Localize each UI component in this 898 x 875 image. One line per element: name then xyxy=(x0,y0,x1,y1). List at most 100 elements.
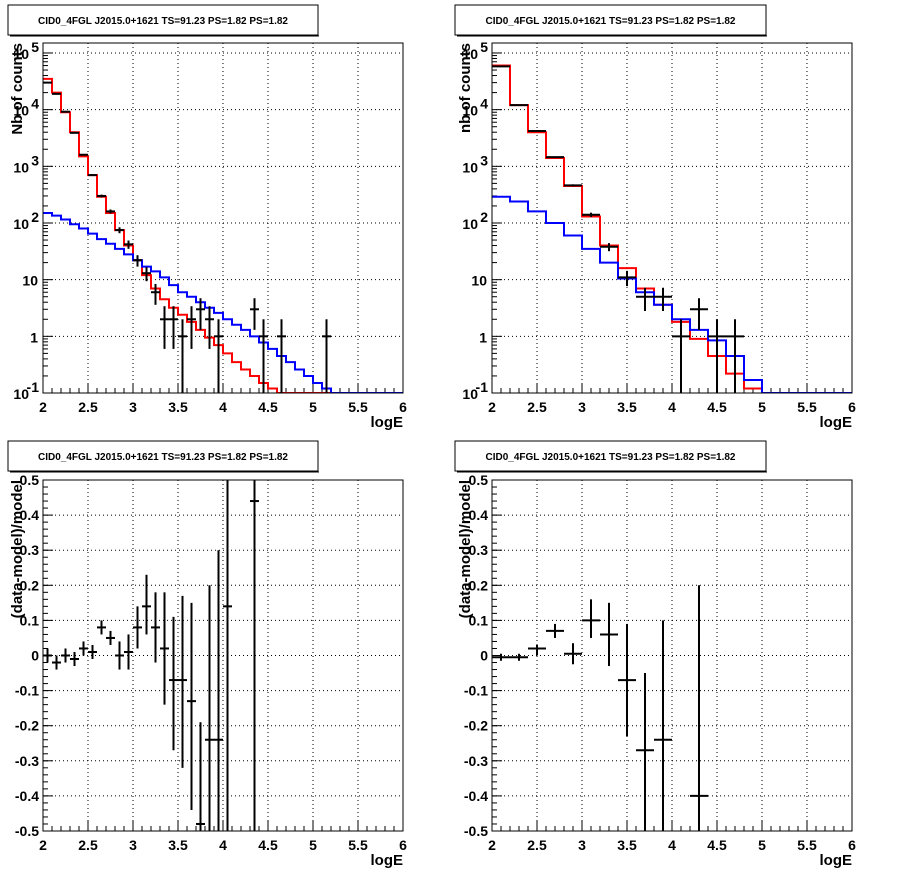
y-axis-label: nb of counts xyxy=(457,43,474,133)
data-point xyxy=(88,644,97,660)
data-point xyxy=(636,287,654,311)
x-axis-label: logE xyxy=(820,414,853,431)
x-tick-label: 2.5 xyxy=(78,399,98,415)
y-tick-label: 10 xyxy=(462,46,478,62)
y-tick-label: 10 xyxy=(13,46,29,62)
model-background-line xyxy=(43,212,403,393)
y-tick-label: -0.2 xyxy=(464,718,488,734)
chart-title: CID0_4FGL J2015.0+1621 TS=91.23 PS=1.82 … xyxy=(486,16,736,27)
data-point xyxy=(205,306,214,349)
y-axis-label: (data-model)/model xyxy=(457,480,474,618)
data-point xyxy=(492,653,510,661)
y-tick-label: -0.3 xyxy=(464,753,488,769)
data-point xyxy=(142,267,151,282)
data-point xyxy=(196,722,205,831)
data-point xyxy=(187,306,196,349)
y-axis-label: Nb of counts xyxy=(9,43,26,135)
data-point xyxy=(196,298,205,330)
y-tick-exponent: 5 xyxy=(480,39,488,55)
data-point xyxy=(97,194,106,198)
x-tick-label: 3.5 xyxy=(168,837,188,853)
x-tick-label: 2 xyxy=(39,837,47,853)
x-tick-label: 4.5 xyxy=(258,399,278,415)
data-point xyxy=(223,480,232,831)
y-tick-label: 1 xyxy=(479,329,487,345)
x-tick-label: 3.5 xyxy=(617,837,637,853)
x-tick-label: 3.5 xyxy=(168,399,188,415)
data-point xyxy=(672,319,690,393)
title-box xyxy=(7,4,319,36)
data-point xyxy=(259,319,268,393)
data-point xyxy=(322,319,331,393)
x-tick-label: 6 xyxy=(399,399,407,415)
title-box xyxy=(454,440,767,472)
plot-frame xyxy=(491,42,853,394)
data-point xyxy=(61,110,70,113)
y-tick-label: 0.4 xyxy=(20,507,40,523)
x-tick-label: 6 xyxy=(399,837,407,853)
y-tick-label: 10 xyxy=(471,273,487,289)
data-point xyxy=(564,184,582,187)
data-point xyxy=(79,153,88,156)
model-background-line xyxy=(492,195,852,393)
y-tick-label: -0.1 xyxy=(15,683,39,699)
data-point xyxy=(169,616,178,751)
x-tick-label: 5 xyxy=(758,399,766,415)
y-tick-label: -0.4 xyxy=(464,788,488,804)
y-tick-label: 0.3 xyxy=(469,542,489,558)
x-tick-label: 5.5 xyxy=(797,837,817,853)
y-tick-exponent: 5 xyxy=(31,39,39,55)
y-tick-label: 10 xyxy=(13,386,29,402)
x-tick-label: 3 xyxy=(129,837,137,853)
data-point xyxy=(600,602,618,667)
y-tick-label: 10 xyxy=(462,216,478,232)
chart-panel-3: 2 2.5 3 3.5 4 4.5 5 5.5 6 -0.5 -0.4 -0.3 -0.2 -0.1 0 0.… xyxy=(7,440,407,869)
data-point xyxy=(79,641,88,656)
x-tick-label: 5 xyxy=(309,837,317,853)
x-tick-label: 4.5 xyxy=(258,837,278,853)
y-tick-label: -0.5 xyxy=(464,823,488,839)
data-point xyxy=(151,283,160,305)
y-tick-label: -0.1 xyxy=(464,683,488,699)
plot-frame xyxy=(42,479,404,832)
data-point xyxy=(214,550,223,831)
data-point xyxy=(277,319,286,393)
data-point xyxy=(250,480,259,831)
x-tick-label: 2.5 xyxy=(527,837,547,853)
data-point xyxy=(106,630,115,645)
title-box xyxy=(7,440,319,472)
y-tick-label: 10 xyxy=(13,216,29,232)
y-tick-exponent: 4 xyxy=(480,96,488,112)
data-point xyxy=(70,651,79,667)
plot-area xyxy=(43,480,259,831)
x-tick-label: 2 xyxy=(488,837,496,853)
x-tick-label: 5 xyxy=(758,837,766,853)
data-point xyxy=(169,306,178,349)
x-tick-label: 5 xyxy=(309,399,317,415)
data-point xyxy=(133,255,142,267)
data-point xyxy=(160,306,169,349)
data-point xyxy=(654,287,672,311)
data-point xyxy=(690,298,708,330)
y-tick-exponent: 3 xyxy=(31,152,39,168)
y-tick-exponent: 4 xyxy=(31,96,39,112)
data-point xyxy=(726,319,744,393)
y-axis-label: (data-model)/model xyxy=(9,480,26,618)
y-tick-label: 10 xyxy=(462,386,478,402)
y-tick-label: -0.5 xyxy=(15,823,39,839)
x-tick-label: 5.5 xyxy=(348,399,368,415)
data-point xyxy=(160,592,169,705)
data-point xyxy=(97,620,106,635)
x-tick-label: 6 xyxy=(848,399,856,415)
y-tick-exponent: 2 xyxy=(480,209,488,225)
data-point xyxy=(528,129,546,132)
data-point xyxy=(600,243,618,252)
y-tick-label: -0.2 xyxy=(15,718,39,734)
y-tick-exponent: 3 xyxy=(480,152,488,168)
data-point xyxy=(178,319,187,393)
data-point xyxy=(106,209,115,214)
data-point xyxy=(546,623,564,638)
x-tick-label: 4.5 xyxy=(707,399,727,415)
